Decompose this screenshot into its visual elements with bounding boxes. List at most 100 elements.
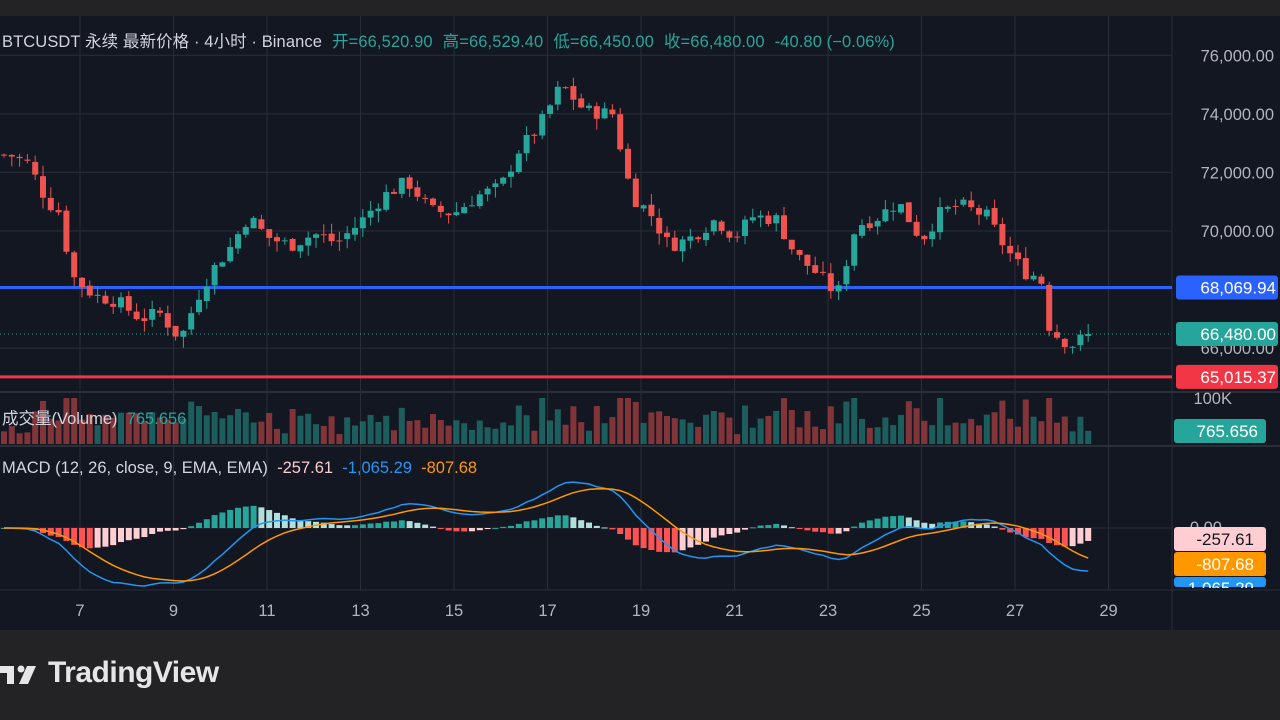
candle[interactable] [523, 134, 530, 154]
candle[interactable] [960, 199, 967, 205]
candle[interactable] [773, 215, 780, 224]
candle[interactable] [710, 220, 717, 232]
candle[interactable] [625, 148, 631, 179]
candle[interactable] [422, 197, 429, 199]
candle[interactable] [874, 220, 881, 227]
candle[interactable] [742, 219, 748, 236]
candle[interactable] [1022, 258, 1029, 280]
candle[interactable] [679, 239, 686, 252]
candle[interactable] [539, 114, 546, 136]
candle[interactable] [188, 313, 195, 330]
candle[interactable] [703, 232, 709, 241]
candle[interactable] [570, 86, 577, 100]
candle[interactable] [63, 210, 70, 252]
candle[interactable] [726, 231, 733, 238]
candle[interactable] [274, 237, 280, 242]
candle[interactable] [531, 134, 538, 136]
candle[interactable] [999, 223, 1006, 246]
candle[interactable] [718, 221, 725, 231]
candle[interactable] [398, 177, 405, 194]
candle[interactable] [359, 217, 366, 229]
candle[interactable] [835, 285, 842, 292]
candle[interactable] [562, 87, 569, 89]
last-price-tag[interactable] [1176, 322, 1278, 347]
candle[interactable] [164, 313, 171, 328]
candle[interactable] [913, 221, 920, 236]
volume-legend[interactable]: 成交量(Volume) 765.656 [2, 405, 186, 429]
candle[interactable] [305, 237, 312, 246]
candle[interactable] [656, 217, 663, 234]
candle[interactable] [180, 330, 187, 337]
candle[interactable] [375, 208, 382, 212]
candle[interactable] [219, 262, 226, 267]
candle[interactable] [484, 188, 491, 195]
candle[interactable] [640, 205, 647, 209]
candle[interactable] [687, 236, 694, 241]
candle[interactable] [94, 294, 101, 296]
candle[interactable] [882, 209, 889, 222]
candle[interactable] [898, 204, 904, 213]
candle[interactable] [866, 223, 873, 229]
candle[interactable] [437, 205, 444, 212]
candle[interactable] [617, 114, 624, 150]
candle[interactable] [102, 295, 109, 304]
candle[interactable] [55, 209, 62, 213]
candle[interactable] [508, 171, 514, 177]
candle[interactable] [1038, 276, 1045, 284]
candle[interactable] [336, 240, 343, 242]
candle[interactable] [118, 297, 124, 308]
candle[interactable] [242, 227, 249, 235]
candle[interactable] [110, 303, 117, 307]
candle[interactable] [515, 153, 522, 173]
candle[interactable] [391, 191, 397, 194]
candle[interactable] [851, 234, 858, 266]
candle[interactable] [734, 236, 741, 238]
candle[interactable] [313, 234, 319, 238]
candle[interactable] [1085, 334, 1092, 336]
candle[interactable] [983, 209, 990, 217]
candle[interactable] [141, 318, 148, 322]
candle[interactable] [367, 210, 374, 218]
candle[interactable] [227, 246, 234, 262]
candle[interactable] [453, 212, 460, 216]
candle[interactable] [820, 271, 826, 273]
candle[interactable] [781, 215, 787, 240]
candle[interactable] [695, 237, 702, 240]
candle[interactable] [8, 154, 15, 157]
candle[interactable] [266, 229, 273, 238]
candle[interactable] [383, 192, 390, 210]
candle[interactable] [445, 213, 452, 216]
candle[interactable] [554, 86, 561, 105]
candle[interactable] [749, 217, 756, 221]
candle[interactable] [1007, 245, 1014, 254]
symbol-title[interactable]: BTCUSDT 永续 最新价格 · 4小时 · Binance [2, 33, 323, 51]
candle[interactable] [476, 194, 483, 207]
blue-line-price-tag[interactable] [1176, 275, 1278, 300]
candle[interactable] [211, 264, 218, 286]
candle[interactable] [609, 109, 616, 115]
candle[interactable] [492, 183, 499, 188]
candle[interactable] [664, 232, 670, 237]
candle[interactable] [1077, 334, 1084, 346]
candle[interactable] [1030, 275, 1037, 280]
candle[interactable] [1069, 346, 1076, 348]
candle[interactable] [843, 266, 850, 285]
candle[interactable] [788, 239, 795, 250]
candle[interactable] [172, 325, 179, 337]
candle[interactable] [671, 237, 678, 251]
candle[interactable] [320, 234, 327, 236]
candle[interactable] [859, 224, 865, 236]
candle[interactable] [149, 308, 156, 320]
candle[interactable] [804, 254, 811, 266]
macd-legend[interactable]: MACD (12, 26, close, 9, EMA, EMA) -257.6… [2, 459, 477, 478]
candle[interactable] [258, 219, 265, 229]
candle[interactable] [601, 108, 608, 119]
candle[interactable] [406, 177, 413, 189]
candle[interactable] [991, 207, 998, 225]
candle[interactable] [929, 231, 936, 240]
candle[interactable] [976, 208, 982, 215]
candle[interactable] [812, 265, 819, 273]
candle[interactable] [414, 187, 421, 197]
candle[interactable] [757, 215, 764, 218]
